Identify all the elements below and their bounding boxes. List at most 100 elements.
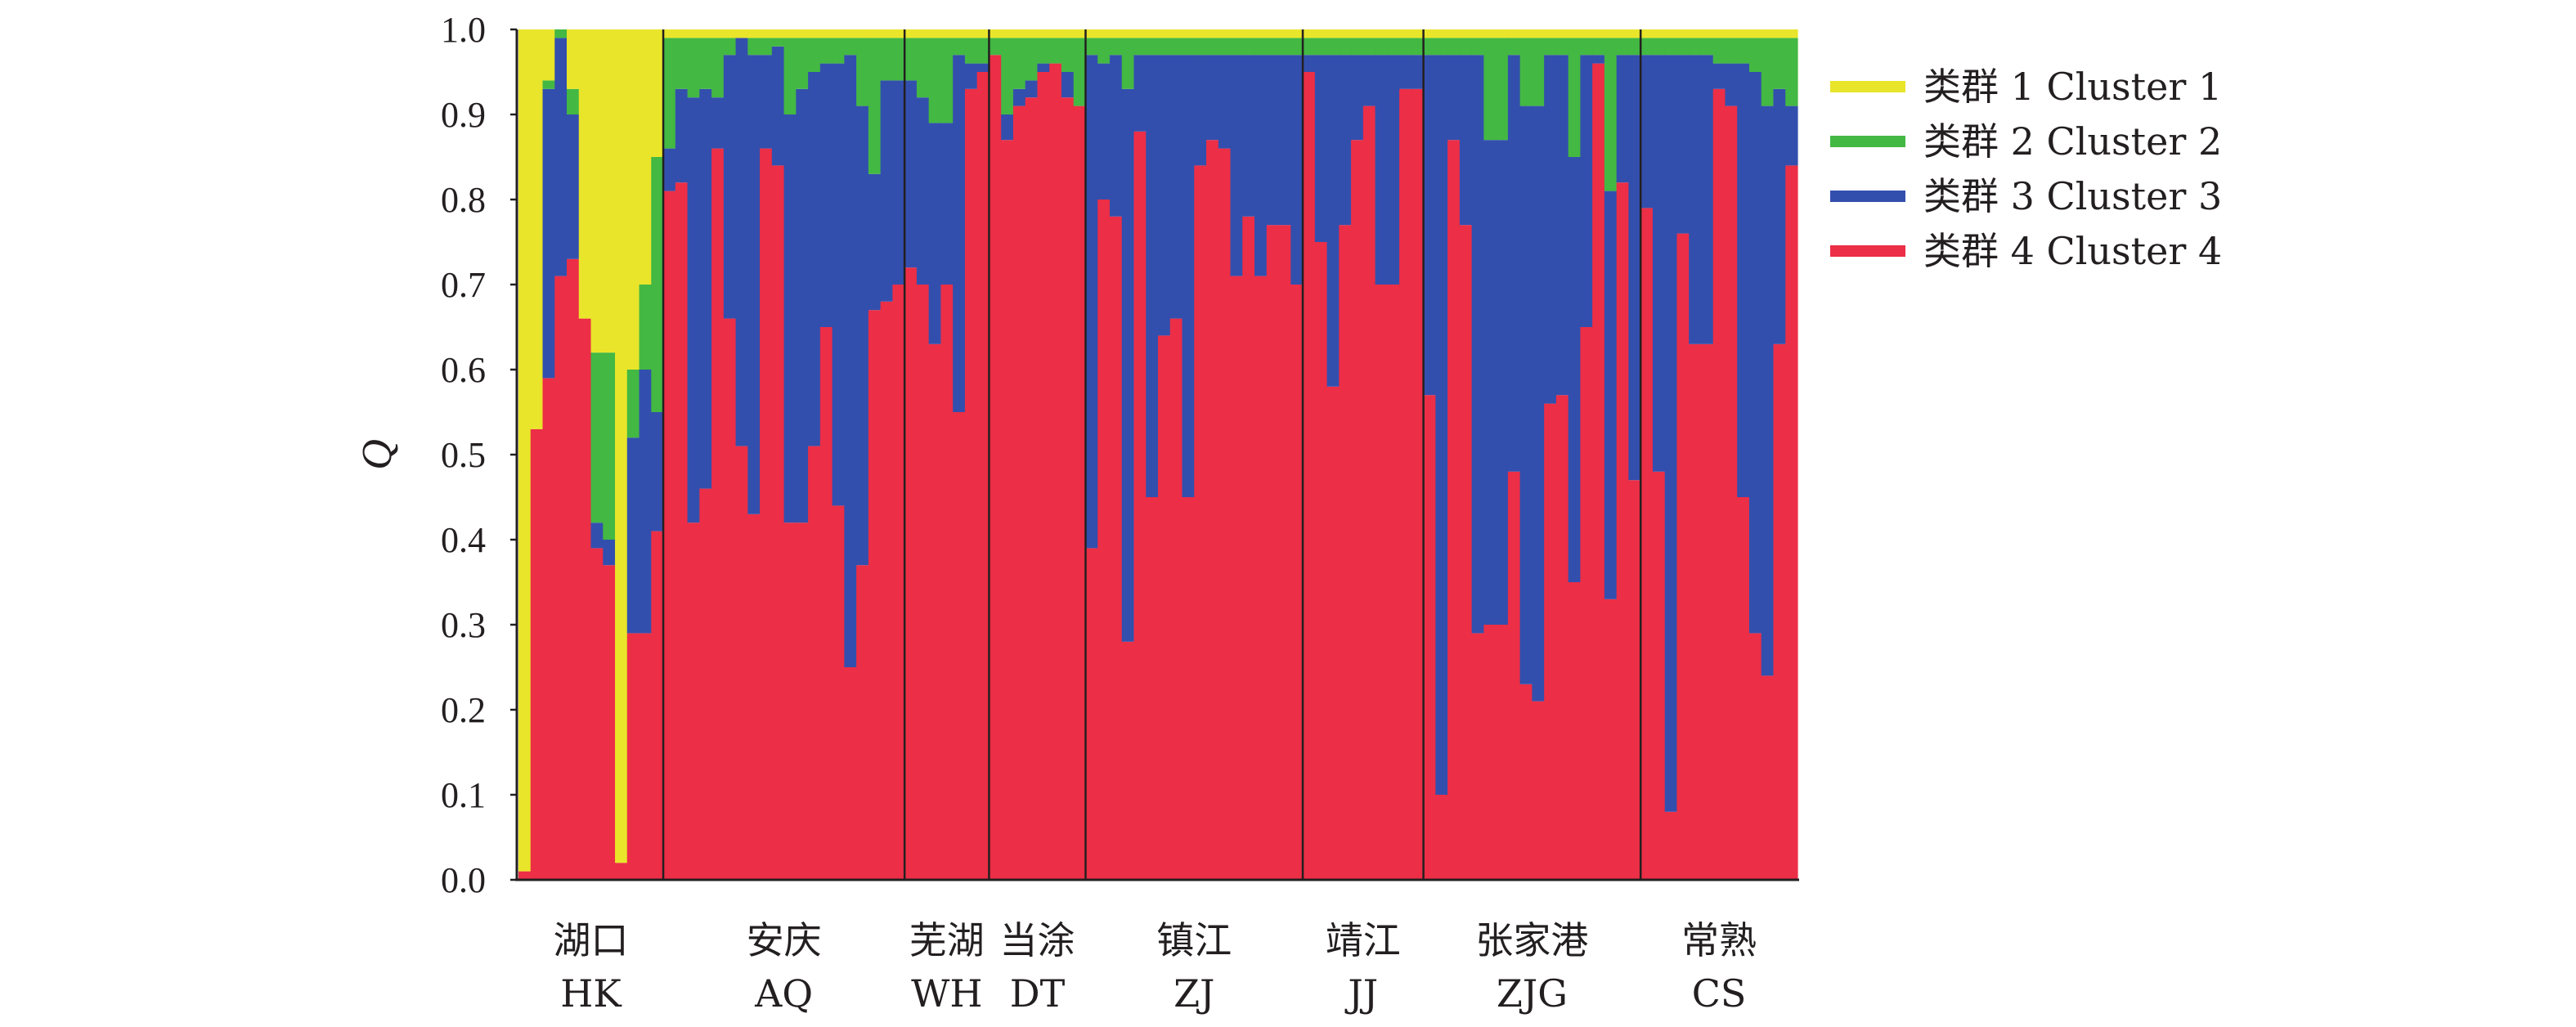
bar-jj-1-cluster-4 [1303, 72, 1316, 880]
bar-aq-2-cluster-3 [675, 88, 689, 183]
bar-jj-5-cluster-2 [1351, 38, 1364, 56]
y-tick-label: 0.8 [441, 180, 486, 220]
bar-aq-15-cluster-4 [832, 505, 845, 880]
bar-aq-5-cluster-3 [711, 97, 725, 149]
bar-aq-1-cluster-3 [663, 148, 676, 191]
bar-zj-4-cluster-3 [1121, 88, 1135, 642]
bar-jj-4-cluster-4 [1339, 225, 1352, 880]
bar-jj-5-cluster-1 [1351, 29, 1364, 38]
bar-zjg-14-cluster-1 [1580, 29, 1593, 38]
bar-zjg-5-cluster-3 [1471, 55, 1484, 634]
bar-aq-18-cluster-3 [868, 173, 882, 311]
bar-zjg-14-cluster-2 [1580, 38, 1593, 56]
bar-zjg-2-cluster-4 [1435, 795, 1448, 880]
bar-cs-6-cluster-1 [1700, 29, 1714, 38]
bar-wh-3-cluster-3 [928, 123, 942, 344]
bar-cs-5-cluster-2 [1689, 38, 1702, 56]
bars-layer [518, 29, 1798, 881]
bar-zjg-4-cluster-2 [1459, 38, 1473, 56]
bar-jj-6-cluster-4 [1362, 105, 1376, 881]
bar-wh-6-cluster-2 [964, 38, 978, 64]
bar-hk-6-cluster-1 [578, 29, 592, 319]
y-tick-label: 0.1 [441, 775, 486, 815]
bar-dt-3-cluster-2 [1012, 38, 1026, 89]
bar-aq-2-cluster-4 [675, 182, 689, 880]
bar-jj-4-cluster-2 [1339, 38, 1352, 56]
bar-hk-3-cluster-4 [542, 378, 555, 880]
bar-aq-10-cluster-2 [771, 38, 785, 47]
bar-zj-5-cluster-4 [1133, 131, 1147, 881]
bar-aq-15-cluster-2 [832, 38, 845, 64]
bar-zjg-10-cluster-2 [1532, 38, 1545, 106]
bar-aq-1-cluster-4 [663, 191, 676, 881]
bar-zj-14-cluster-2 [1242, 38, 1255, 56]
bar-aq-6-cluster-3 [723, 55, 737, 319]
bar-cs-12-cluster-2 [1773, 38, 1786, 89]
bar-jj-6-cluster-2 [1362, 38, 1376, 56]
bar-zj-15-cluster-3 [1254, 55, 1268, 276]
bar-wh-6-cluster-4 [964, 88, 978, 881]
bar-aq-17-cluster-3 [856, 105, 869, 566]
bar-zjg-16-cluster-1 [1604, 29, 1618, 38]
bar-dt-8-cluster-2 [1073, 38, 1087, 106]
bar-zj-1-cluster-1 [1085, 29, 1098, 38]
bar-zjg-4-cluster-1 [1459, 29, 1473, 38]
bar-zjg-7-cluster-4 [1496, 625, 1509, 880]
bar-zjg-16-cluster-3 [1604, 191, 1618, 599]
bar-zj-2-cluster-4 [1097, 200, 1111, 880]
bar-dt-6-cluster-1 [1049, 29, 1062, 38]
bar-wh-7-cluster-2 [976, 38, 990, 64]
bar-wh-4-cluster-2 [940, 38, 954, 123]
bar-zj-17-cluster-1 [1278, 29, 1291, 38]
bar-zj-15-cluster-4 [1254, 276, 1268, 881]
bar-wh-3-cluster-1 [928, 29, 942, 38]
bar-zjg-8-cluster-1 [1507, 29, 1521, 38]
bar-hk-7-cluster-1 [590, 29, 604, 353]
bar-jj-2-cluster-3 [1314, 55, 1328, 242]
y-tick-label: 0.2 [441, 690, 486, 730]
bar-zj-3-cluster-2 [1109, 38, 1123, 56]
bar-zj-10-cluster-3 [1194, 55, 1207, 166]
bar-zjg-9-cluster-4 [1519, 684, 1533, 880]
bar-zj-15-cluster-1 [1254, 29, 1268, 38]
bar-zjg-2-cluster-2 [1435, 38, 1448, 56]
bar-aq-6-cluster-1 [723, 29, 737, 38]
bar-aq-7-cluster-4 [735, 446, 748, 880]
bar-jj-5-cluster-3 [1351, 55, 1364, 141]
bar-zj-1-cluster-2 [1085, 38, 1098, 56]
bar-zjg-10-cluster-1 [1532, 29, 1545, 38]
bar-dt-6-cluster-4 [1049, 63, 1062, 881]
bar-hk-11-cluster-4 [639, 633, 652, 880]
bar-dt-3-cluster-3 [1012, 88, 1026, 106]
bar-zjg-2-cluster-3 [1435, 55, 1448, 795]
bar-cs-6-cluster-3 [1700, 55, 1714, 344]
bar-zjg-6-cluster-1 [1483, 29, 1497, 38]
bar-aq-16-cluster-4 [844, 667, 857, 880]
bar-jj-8-cluster-4 [1387, 285, 1400, 880]
bar-zj-6-cluster-2 [1146, 38, 1159, 56]
bar-zjg-1-cluster-1 [1423, 29, 1436, 38]
bar-aq-15-cluster-3 [832, 63, 845, 506]
bar-dt-4-cluster-3 [1025, 80, 1039, 98]
bar-zjg-15-cluster-1 [1592, 29, 1605, 38]
bar-jj-1-cluster-3 [1303, 55, 1316, 72]
bar-zj-10-cluster-1 [1194, 29, 1207, 38]
y-tick-label: 0.9 [441, 95, 486, 135]
bar-zjg-4-cluster-4 [1459, 225, 1473, 880]
bar-aq-18-cluster-1 [868, 29, 882, 38]
bar-aq-14-cluster-2 [819, 38, 833, 64]
pop-label-code-hk: HK [560, 971, 622, 1016]
bar-aq-8-cluster-1 [747, 29, 761, 38]
bar-hk-10-cluster-3 [626, 437, 640, 634]
bar-cs-12-cluster-4 [1773, 343, 1786, 880]
bar-dt-5-cluster-4 [1037, 72, 1050, 880]
bar-cs-2-cluster-1 [1652, 29, 1666, 38]
bar-zjg-12-cluster-4 [1555, 395, 1569, 880]
bar-zjg-3-cluster-1 [1447, 29, 1461, 38]
bar-hk-9-cluster-1 [615, 29, 628, 863]
bar-cs-13-cluster-1 [1785, 29, 1798, 38]
bar-hk-7-cluster-3 [590, 522, 604, 549]
bar-zj-13-cluster-4 [1230, 276, 1243, 881]
bar-zj-4-cluster-2 [1121, 38, 1135, 89]
bar-zjg-1-cluster-2 [1423, 38, 1436, 56]
